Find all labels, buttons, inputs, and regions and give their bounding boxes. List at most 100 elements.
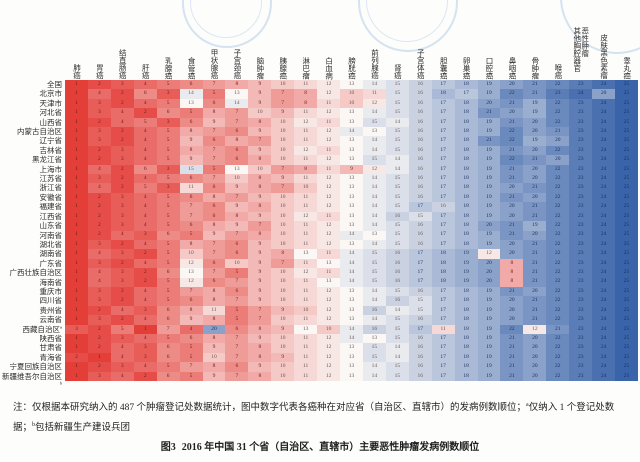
heatmap-cell: 4 [133,127,157,137]
heatmap-cell: 20 [500,239,524,250]
heatmap-cell: 2 [133,371,157,381]
heatmap-cell: 21 [523,89,547,99]
heatmap-cell: 7 [202,239,226,250]
heatmap-cell: 16 [408,183,432,193]
heatmap-cell: 1 [65,117,88,128]
row-label: 福建省 [39,202,63,212]
heatmap-cell: 16 [408,192,432,203]
heatmap-cell: 10 [248,108,272,118]
row-label: 天津市 [39,98,63,108]
heatmap-cell: 6 [156,343,180,353]
heatmap-cell: 23 [569,127,593,137]
heatmap-cell: 23 [569,371,593,381]
heatmap-cell: 18 [454,324,478,334]
heatmap-cell: 13 [362,333,386,344]
heatmap-cell: 14 [362,362,386,372]
heatmap-cell: 3 [133,305,157,316]
heatmap-cell: 4 [133,136,157,146]
heatmap-cell: 10 [271,192,295,203]
column-header: 胰腺癌 [271,57,294,80]
heatmap-cell: 17 [431,127,455,137]
heatmap-cell: 17 [431,155,455,165]
heatmap-cell: 16 [385,268,409,278]
heatmap-cell: 2 [110,183,134,193]
heatmap-cell: 4 [133,362,157,372]
heatmap-cell: 23 [569,155,593,165]
heatmap-cell: 5 [156,98,180,109]
heatmap-cell: 9 [271,324,295,334]
heatmap-cell: 3 [110,249,134,259]
heatmap-cell: 10 [271,277,295,287]
heatmap-cell: 9 [248,127,272,137]
heatmap-cell: 16 [408,239,432,250]
heatmap-cell: 8 [179,127,203,137]
heatmap-cell: 17 [431,239,455,250]
heatmap-cell: 22 [500,136,524,146]
heatmap-cell: 3 [133,352,157,363]
heatmap-cell: 21 [523,277,547,287]
heatmap-cell: 8 [294,164,318,175]
heatmap-cell: 23 [569,258,593,269]
heatmap-cell: 21 [523,183,547,193]
heatmap-cell: 22 [546,258,570,269]
heatmap-cell: 23 [569,362,593,372]
heatmap-cell: 8 [294,98,318,109]
heatmap-cell: 14 [385,155,409,165]
heatmap-cell: 7 [179,211,203,222]
heatmap-cell: 25 [615,343,638,353]
heatmap-cell: 7 [225,296,249,306]
heatmap-cell: 13 [179,98,203,109]
heatmap-cell: 25 [615,268,638,278]
heatmap-cell: 6 [225,145,249,156]
heatmap-cell: 19 [477,174,501,184]
note-a: 仅纳入 1 个登记处数据； [13,403,615,433]
heatmap-cell: 9 [248,80,272,90]
heatmap-cell: 22 [546,202,570,212]
heatmap-cell: 11 [294,230,318,240]
heatmap-cell: 25 [615,305,638,316]
heatmap-cell: 20 [500,80,524,90]
heatmap-cell: 11 [317,268,341,278]
heatmap-cell: 3 [133,230,157,240]
heatmap-cell: 21 [500,371,524,381]
column-header: 子宫颈癌 [225,49,248,79]
heatmap-cell: 16 [385,249,409,259]
heatmap-cell: 5 [156,277,180,287]
heatmap-cell: 6 [225,239,249,250]
heatmap-cell: 3 [110,268,134,278]
heatmap-cell: 19 [477,80,501,90]
heatmap-cell: 18 [454,221,478,231]
heatmap-cell: 1 [65,192,88,203]
heatmap-cell: 21 [477,136,501,146]
heatmap-cell: 5 [156,239,180,250]
heatmap-cell: 11 [294,343,318,353]
heatmap-cell: 11 [294,333,318,344]
heatmap-cell: 15 [408,296,432,306]
heatmap-cell: 3 [87,127,111,137]
heatmap-cell: 15 [362,258,386,269]
heatmap-cell: 19 [477,362,501,372]
column-header-label: 喉癌 [553,64,563,79]
heatmap-cell: 15 [385,315,409,325]
column-header-label: 皮肤黑色素瘤 [599,34,609,79]
heatmap-cell: 11 [317,98,341,109]
heatmap-cell: 7 [248,136,272,146]
heatmap-cell: 2 [133,268,157,278]
heatmap-cell: 23 [569,192,593,203]
heatmap-cell: 24 [592,117,616,128]
heatmap-cell: 7 [225,352,249,363]
heatmap-cell: 10 [271,268,295,278]
heatmap-cell: 10 [271,230,295,240]
heatmap-cell: 22 [546,286,570,297]
heatmap-cell: 6 [179,174,203,184]
figure-notes: 注：仅根据本研究纳入的 487 个肿瘤登记处数据统计，图中数字代表各癌种在对应省… [13,398,629,438]
heatmap-cell: 14 [362,108,386,118]
heatmap-cell: 24 [592,315,616,325]
heatmap-cell: 1 [65,211,88,222]
heatmap-cell: 20 [523,333,547,344]
heatmap-cell: 5 [156,286,180,297]
heatmap-cell: 14 [362,80,386,90]
column-header-label: 结直肠癌 [118,49,128,79]
heatmap-cell: 1 [65,89,88,99]
heatmap-cell: 15 [385,127,409,137]
